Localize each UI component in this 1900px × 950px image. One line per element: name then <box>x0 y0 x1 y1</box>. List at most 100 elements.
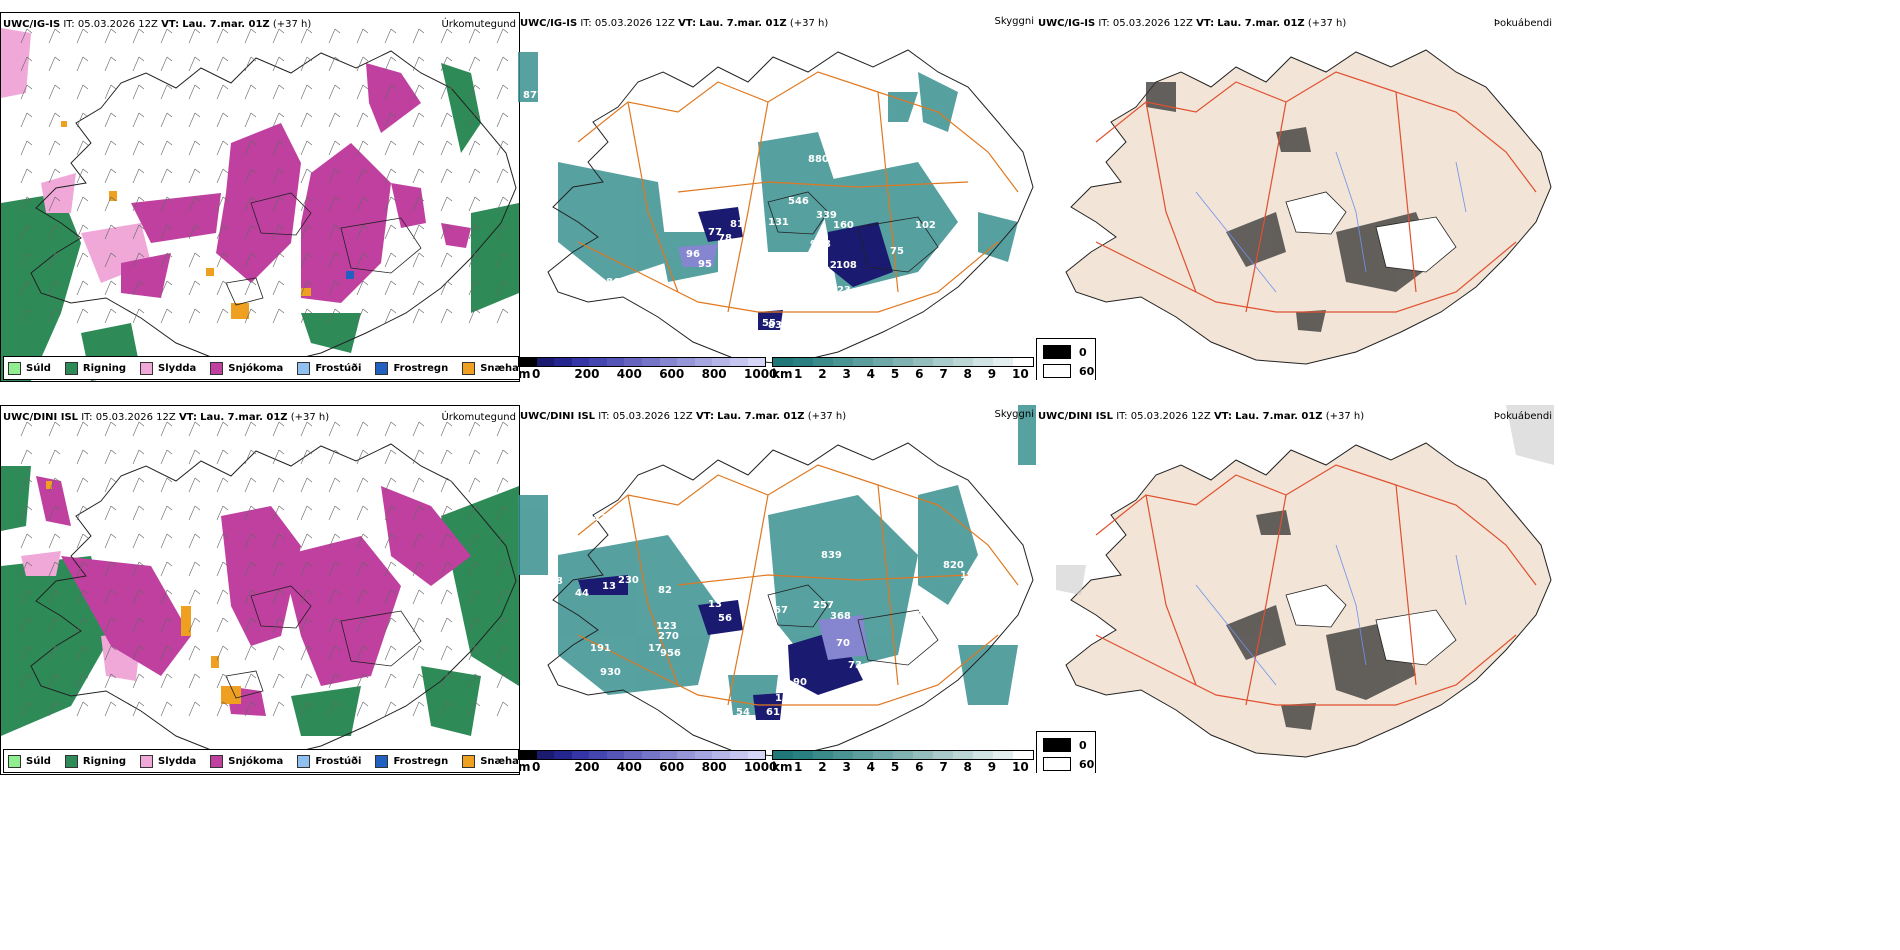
wind-barb-flag <box>390 533 397 539</box>
wind-barb-flag <box>222 252 229 258</box>
wind-barb <box>160 112 168 128</box>
wind-barb-flag <box>138 140 145 146</box>
wind-barb-flag <box>222 561 229 567</box>
scale-step <box>606 358 625 366</box>
wind-barb <box>328 701 336 717</box>
wind-barb-flag <box>82 224 89 230</box>
wind-barb-flag <box>418 561 425 567</box>
wind-barb-flag <box>362 112 369 118</box>
wind-barb-flag <box>390 308 397 314</box>
height-label: 75 <box>890 246 904 257</box>
scale-tick-label: 6 <box>915 367 924 380</box>
legend-item: Snjókoma <box>210 754 283 768</box>
wind-barb <box>440 168 448 184</box>
wind-barb-flag <box>26 673 33 679</box>
wind-barb <box>160 421 168 437</box>
wind-barb <box>20 56 28 72</box>
vt-label: VT: <box>161 19 180 30</box>
scale-step <box>993 751 1013 759</box>
model-name: UWC/DINI ISL <box>1038 411 1114 422</box>
wind-barb <box>300 224 308 240</box>
vt-label: VT: <box>1196 18 1215 29</box>
wind-barb <box>188 56 196 72</box>
wind-barb-flag <box>166 112 173 118</box>
wind-barb-flag <box>446 477 453 483</box>
wind-barb <box>272 168 280 184</box>
wind-barb <box>356 561 364 577</box>
wind-barb <box>104 84 112 100</box>
wind-barb <box>216 533 224 549</box>
wind-barb-flag <box>390 561 397 567</box>
wind-barb-flag <box>418 645 425 651</box>
wind-barb <box>272 56 280 72</box>
wind-barb-flag <box>306 449 313 455</box>
wind-barb-flag <box>306 645 313 651</box>
wind-barb <box>244 477 252 493</box>
wind-barb <box>244 168 252 184</box>
wind-barb <box>104 308 112 324</box>
wind-barb-flag <box>502 477 509 483</box>
wind-barb <box>216 140 224 156</box>
precip-title: Úrkomutegund <box>441 412 516 423</box>
wind-barb <box>272 280 280 296</box>
wind-barb-flag <box>194 421 201 427</box>
wind-barb-flag <box>390 505 397 511</box>
wind-barb-flag <box>362 617 369 623</box>
wind-barb-flag <box>194 673 201 679</box>
wind-barb-flag <box>418 617 425 623</box>
wind-barb-flag <box>138 701 145 707</box>
wind-barb <box>216 168 224 184</box>
wind-barb <box>496 252 504 268</box>
wind-barb-flag <box>278 308 285 314</box>
wind-barb <box>160 533 168 549</box>
wind-barb <box>356 28 364 44</box>
wind-barb <box>384 533 392 549</box>
wind-barb-flag <box>82 449 89 455</box>
legend-swatch <box>462 754 476 768</box>
wind-barb-flag <box>166 701 173 707</box>
scale-step <box>1013 358 1033 366</box>
wind-barb <box>104 168 112 184</box>
wind-barb <box>328 589 336 605</box>
legend-item: Frostúði <box>297 754 361 768</box>
wind-barb-flag <box>446 308 453 314</box>
wind-barb <box>104 477 112 493</box>
wind-barb-flag <box>250 112 257 118</box>
wind-barb-flag <box>138 224 145 230</box>
wind-barb-flag <box>390 84 397 90</box>
wind-barb <box>48 112 56 128</box>
valid-time: Lau. 7.mar. 01Z <box>182 19 270 30</box>
wind-barb <box>216 28 224 44</box>
wind-barb <box>384 421 392 437</box>
wind-barb <box>188 645 196 661</box>
wind-barb <box>48 505 56 521</box>
wind-barb-flag <box>194 617 201 623</box>
height-label: 230 <box>618 575 639 586</box>
wind-barb <box>48 701 56 717</box>
wind-barb-flag <box>390 421 397 427</box>
scale-step <box>519 751 537 759</box>
wind-barb <box>48 280 56 296</box>
wind-barb-flag <box>306 112 313 118</box>
wind-barb <box>272 449 280 465</box>
wind-barb-flag <box>390 140 397 146</box>
scale-tick-label: 5 <box>890 367 900 380</box>
wind-barb-flag <box>194 56 201 62</box>
wind-barb-flag <box>390 617 397 623</box>
wind-barb <box>496 56 504 72</box>
wind-barb <box>496 112 504 128</box>
wind-barb <box>76 84 84 100</box>
wind-barb-flag <box>474 252 481 258</box>
legend-item: Rigning <box>64 754 126 768</box>
wind-barb-flag <box>194 84 201 90</box>
wind-barb-flag <box>278 449 285 455</box>
wind-barb-flag <box>110 589 117 595</box>
wind-barb-flag <box>54 168 61 174</box>
height-label: 839 <box>821 550 842 561</box>
wind-barb-flag <box>278 280 285 286</box>
scale-step <box>953 751 973 759</box>
wind-barb <box>412 617 420 633</box>
wind-barb-flag <box>306 280 313 286</box>
wind-barb <box>300 56 308 72</box>
wind-barb <box>496 505 504 521</box>
